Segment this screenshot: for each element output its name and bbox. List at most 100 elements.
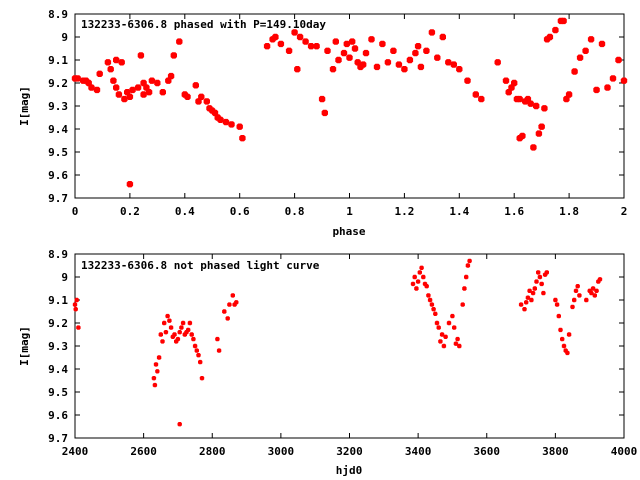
unphased-data-point [452,325,457,330]
phased-data-point [587,36,595,43]
unphased-data-point [160,339,165,344]
unphased-data-point [537,274,543,280]
unphased-xtick-label: 3800 [542,445,569,458]
unphased-data-point [427,297,433,303]
phased-data-point [217,116,224,123]
unphased-data-point [222,309,227,314]
phased-ytick-label: 9.4 [48,123,68,136]
unphased-plot: 132233-6306.8 not phased light curve hjd… [18,248,637,477]
unphased-data-point [417,270,422,275]
phased-data-point [546,33,554,41]
phased-data-point [192,82,199,89]
unphased-data-point [439,332,445,337]
unphased-data-point [560,336,565,342]
phased-data-point [604,84,611,91]
unphased-data-point [180,320,186,326]
unphased-data-point [443,334,448,339]
unphased-data-point [532,286,537,291]
unphased-ytick-label: 8.9 [48,248,68,261]
phased-data-point [96,70,103,77]
unphased-data-point [191,336,196,342]
phased-data-point [239,135,246,142]
unphased-data-point [577,293,582,298]
unphased-data-point [594,288,599,293]
unphased-data-point [162,320,167,326]
phased-data-point [401,66,408,73]
phased-data-point [349,38,356,45]
phased-data-point [620,77,628,84]
unphased-data-point [151,376,157,381]
unphased-plot-ylabel: I[mag] [18,326,31,366]
phased-xtick-label: 0.4 [175,205,195,218]
unphased-data-point [172,332,177,337]
phased-xtick-label: 2 [621,205,628,218]
phased-data-point [360,61,367,68]
phased-plot: 132233-6306.8 phased with P=149.10day ph… [18,8,627,238]
unphased-xtick-label: 4000 [611,445,638,458]
unphased-data-point [597,277,603,282]
unphased-data-point [462,286,467,291]
unphased-data-point [168,325,174,330]
unphased-data-point [152,382,158,388]
phased-data-point [571,68,578,75]
unphased-data-point [167,318,172,323]
unphased-data-point [429,302,435,307]
unphased-data-point [155,369,160,374]
unphased-data-point [415,279,421,284]
phased-data-point [154,79,161,87]
phased-data-point [277,40,285,48]
phased-data-point [332,38,339,45]
unphased-plot-frame [74,253,625,439]
phased-data-point [118,59,125,66]
phased-data-point [494,59,501,66]
phased-ytick-label: 9.1 [48,54,68,67]
phased-data-point [335,56,342,64]
unphased-data-point [584,297,589,303]
phased-data-point [538,123,545,130]
phased-ytick-label: 8.9 [48,8,68,21]
phased-data-point [140,79,147,87]
phased-xtick-label: 1.2 [394,205,414,218]
phased-data-point [291,29,298,36]
unphased-data-point [575,284,580,289]
phased-data-point [535,130,543,137]
unphased-ytick-label: 9.5 [48,386,68,399]
unphased-data-point [227,302,232,307]
phased-data-point [576,54,584,61]
phased-data-point [228,121,235,128]
unphased-data-point [589,290,594,296]
unphased-data-point [566,332,572,337]
unphased-data-point [450,313,455,319]
unphased-data-point [455,336,460,342]
phased-data-point [384,59,392,66]
phased-data-point [137,52,145,59]
unphased-data-point [410,281,416,287]
phased-plot-xticks: 0 0.2 0.4 0.6 0.8 1 1.2 1.4 1.6 1.8 2 [72,14,628,218]
phased-data-point [412,49,419,57]
unphased-ytick-label: 9 [61,271,68,284]
phased-data-point [134,84,142,91]
unphased-data-point [460,302,465,307]
unphased-data-point [186,327,191,333]
phased-xtick-label: 1.8 [559,205,579,218]
phased-data-point [609,75,617,82]
unphased-xtick-label: 2400 [62,445,89,458]
unphased-data-point [536,270,541,275]
phased-plot-xlabel: phase [332,225,365,238]
phased-data-point [324,47,331,54]
unphased-data-point [556,313,561,319]
phased-xtick-label: 0 [72,205,79,218]
unphased-data-point [541,290,546,296]
phased-ytick-label: 9.6 [48,169,68,182]
phased-xtick-label: 1.6 [504,205,524,218]
unphased-data-point [74,297,79,303]
phased-data-point [516,135,523,142]
phased-data-point [236,123,243,130]
unphased-data-point [467,258,472,264]
unphased-data-point [179,325,184,330]
phased-data-point [373,63,381,71]
phased-data-point [414,43,422,50]
unphased-data-point [436,325,441,330]
phased-data-point [113,56,120,64]
